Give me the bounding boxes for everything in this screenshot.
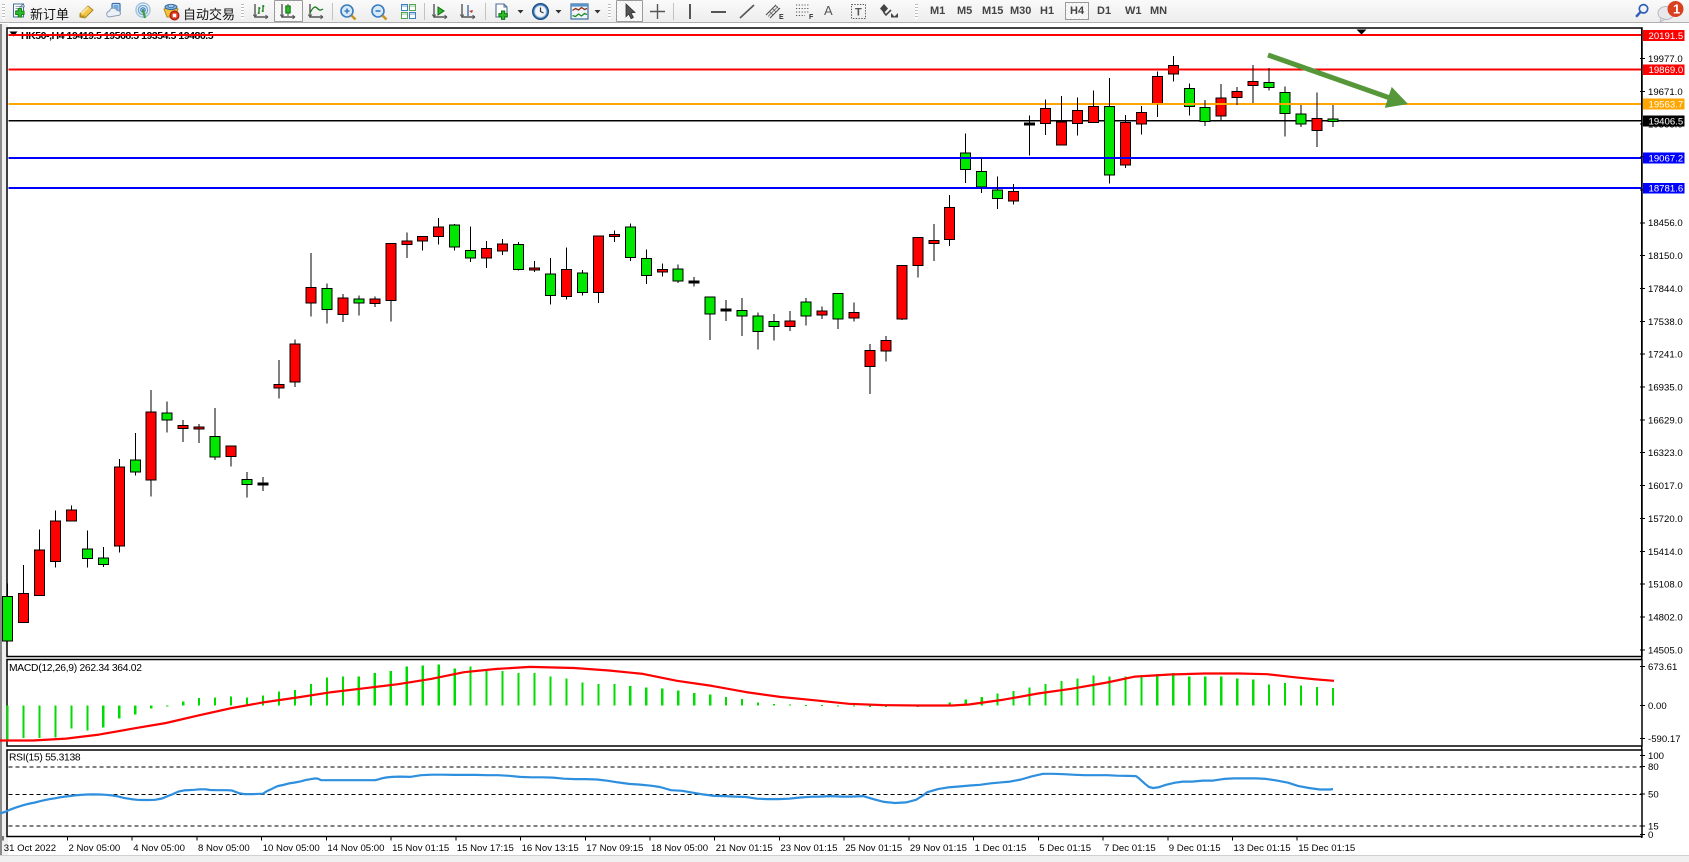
svg-text:15414.0: 15414.0 bbox=[1648, 547, 1683, 558]
svg-text:E: E bbox=[779, 14, 784, 20]
svg-text:29 Nov 01:15: 29 Nov 01:15 bbox=[910, 843, 967, 854]
svg-text:15 Nov 01:15: 15 Nov 01:15 bbox=[392, 843, 449, 854]
svg-text:1 Dec 01:15: 1 Dec 01:15 bbox=[975, 843, 1027, 854]
svg-text:19671.0: 19671.0 bbox=[1648, 87, 1683, 98]
svg-text:23 Nov 01:15: 23 Nov 01:15 bbox=[780, 843, 837, 854]
svg-text:0: 0 bbox=[1648, 830, 1653, 841]
svg-text:80: 80 bbox=[1648, 762, 1659, 773]
svg-text:20191.5: 20191.5 bbox=[1649, 31, 1684, 42]
svg-text:0.00: 0.00 bbox=[1648, 701, 1667, 712]
svg-text:F: F bbox=[809, 14, 814, 20]
svg-text:T: T bbox=[855, 7, 862, 19]
svg-text:31 Oct 2022: 31 Oct 2022 bbox=[4, 843, 56, 854]
svg-text:15: 15 bbox=[1648, 822, 1659, 833]
svg-text:16323.0: 16323.0 bbox=[1648, 448, 1683, 459]
svg-text:7 Dec 01:15: 7 Dec 01:15 bbox=[1104, 843, 1156, 854]
svg-text:19406.5: 19406.5 bbox=[1649, 116, 1684, 127]
svg-text:10 Nov 05:00: 10 Nov 05:00 bbox=[263, 843, 320, 854]
svg-text:8 Nov 05:00: 8 Nov 05:00 bbox=[198, 843, 250, 854]
svg-text:18781.6: 18781.6 bbox=[1649, 184, 1684, 195]
svg-text:16935.0: 16935.0 bbox=[1648, 383, 1683, 394]
svg-text:16 Nov 13:15: 16 Nov 13:15 bbox=[522, 843, 579, 854]
svg-text:18 Nov 05:00: 18 Nov 05:00 bbox=[651, 843, 708, 854]
svg-text:RSI(15) 55.3138: RSI(15) 55.3138 bbox=[9, 753, 81, 764]
svg-text:17844.0: 17844.0 bbox=[1648, 284, 1683, 295]
svg-text:14505.0: 14505.0 bbox=[1648, 645, 1683, 656]
svg-text:19067.2: 19067.2 bbox=[1649, 154, 1684, 165]
svg-text:14 Nov 05:00: 14 Nov 05:00 bbox=[327, 843, 384, 854]
svg-text:13 Dec 01:15: 13 Dec 01:15 bbox=[1234, 843, 1291, 854]
svg-text:-590.17: -590.17 bbox=[1648, 734, 1681, 745]
svg-text:5 Dec 01:15: 5 Dec 01:15 bbox=[1039, 843, 1091, 854]
svg-text:17538.0: 17538.0 bbox=[1648, 317, 1683, 328]
svg-text:16017.0: 16017.0 bbox=[1648, 481, 1683, 492]
svg-text:19869.0: 19869.0 bbox=[1649, 65, 1684, 76]
svg-text:673.61: 673.61 bbox=[1648, 662, 1677, 673]
svg-text:19977.0: 19977.0 bbox=[1648, 54, 1683, 65]
svg-text:100: 100 bbox=[1648, 751, 1664, 762]
svg-text:15 Dec 01:15: 15 Dec 01:15 bbox=[1298, 843, 1355, 854]
svg-text:15108.0: 15108.0 bbox=[1648, 580, 1683, 591]
svg-text:18150.0: 18150.0 bbox=[1648, 251, 1683, 262]
svg-text:9 Dec 01:15: 9 Dec 01:15 bbox=[1169, 843, 1221, 854]
svg-text:16629.0: 16629.0 bbox=[1648, 415, 1683, 426]
svg-text:17241.0: 17241.0 bbox=[1648, 350, 1683, 361]
svg-text:2 Nov 05:00: 2 Nov 05:00 bbox=[69, 843, 121, 854]
svg-text:21 Nov 01:15: 21 Nov 01:15 bbox=[716, 843, 773, 854]
svg-text:4 Nov 05:00: 4 Nov 05:00 bbox=[133, 843, 185, 854]
svg-text:1: 1 bbox=[1673, 2, 1680, 17]
svg-text:15 Nov 17:15: 15 Nov 17:15 bbox=[457, 843, 514, 854]
svg-text:15720.0: 15720.0 bbox=[1648, 514, 1683, 525]
svg-text:50: 50 bbox=[1648, 790, 1659, 801]
svg-text:17 Nov 09:15: 17 Nov 09:15 bbox=[586, 843, 643, 854]
svg-text:MACD(12,26,9) 262.34 364.02: MACD(12,26,9) 262.34 364.02 bbox=[9, 663, 142, 674]
svg-text:18456.0: 18456.0 bbox=[1648, 218, 1683, 229]
svg-text:14802.0: 14802.0 bbox=[1648, 613, 1683, 624]
svg-text:25 Nov 01:15: 25 Nov 01:15 bbox=[845, 843, 902, 854]
svg-text:19563.7: 19563.7 bbox=[1649, 99, 1684, 110]
